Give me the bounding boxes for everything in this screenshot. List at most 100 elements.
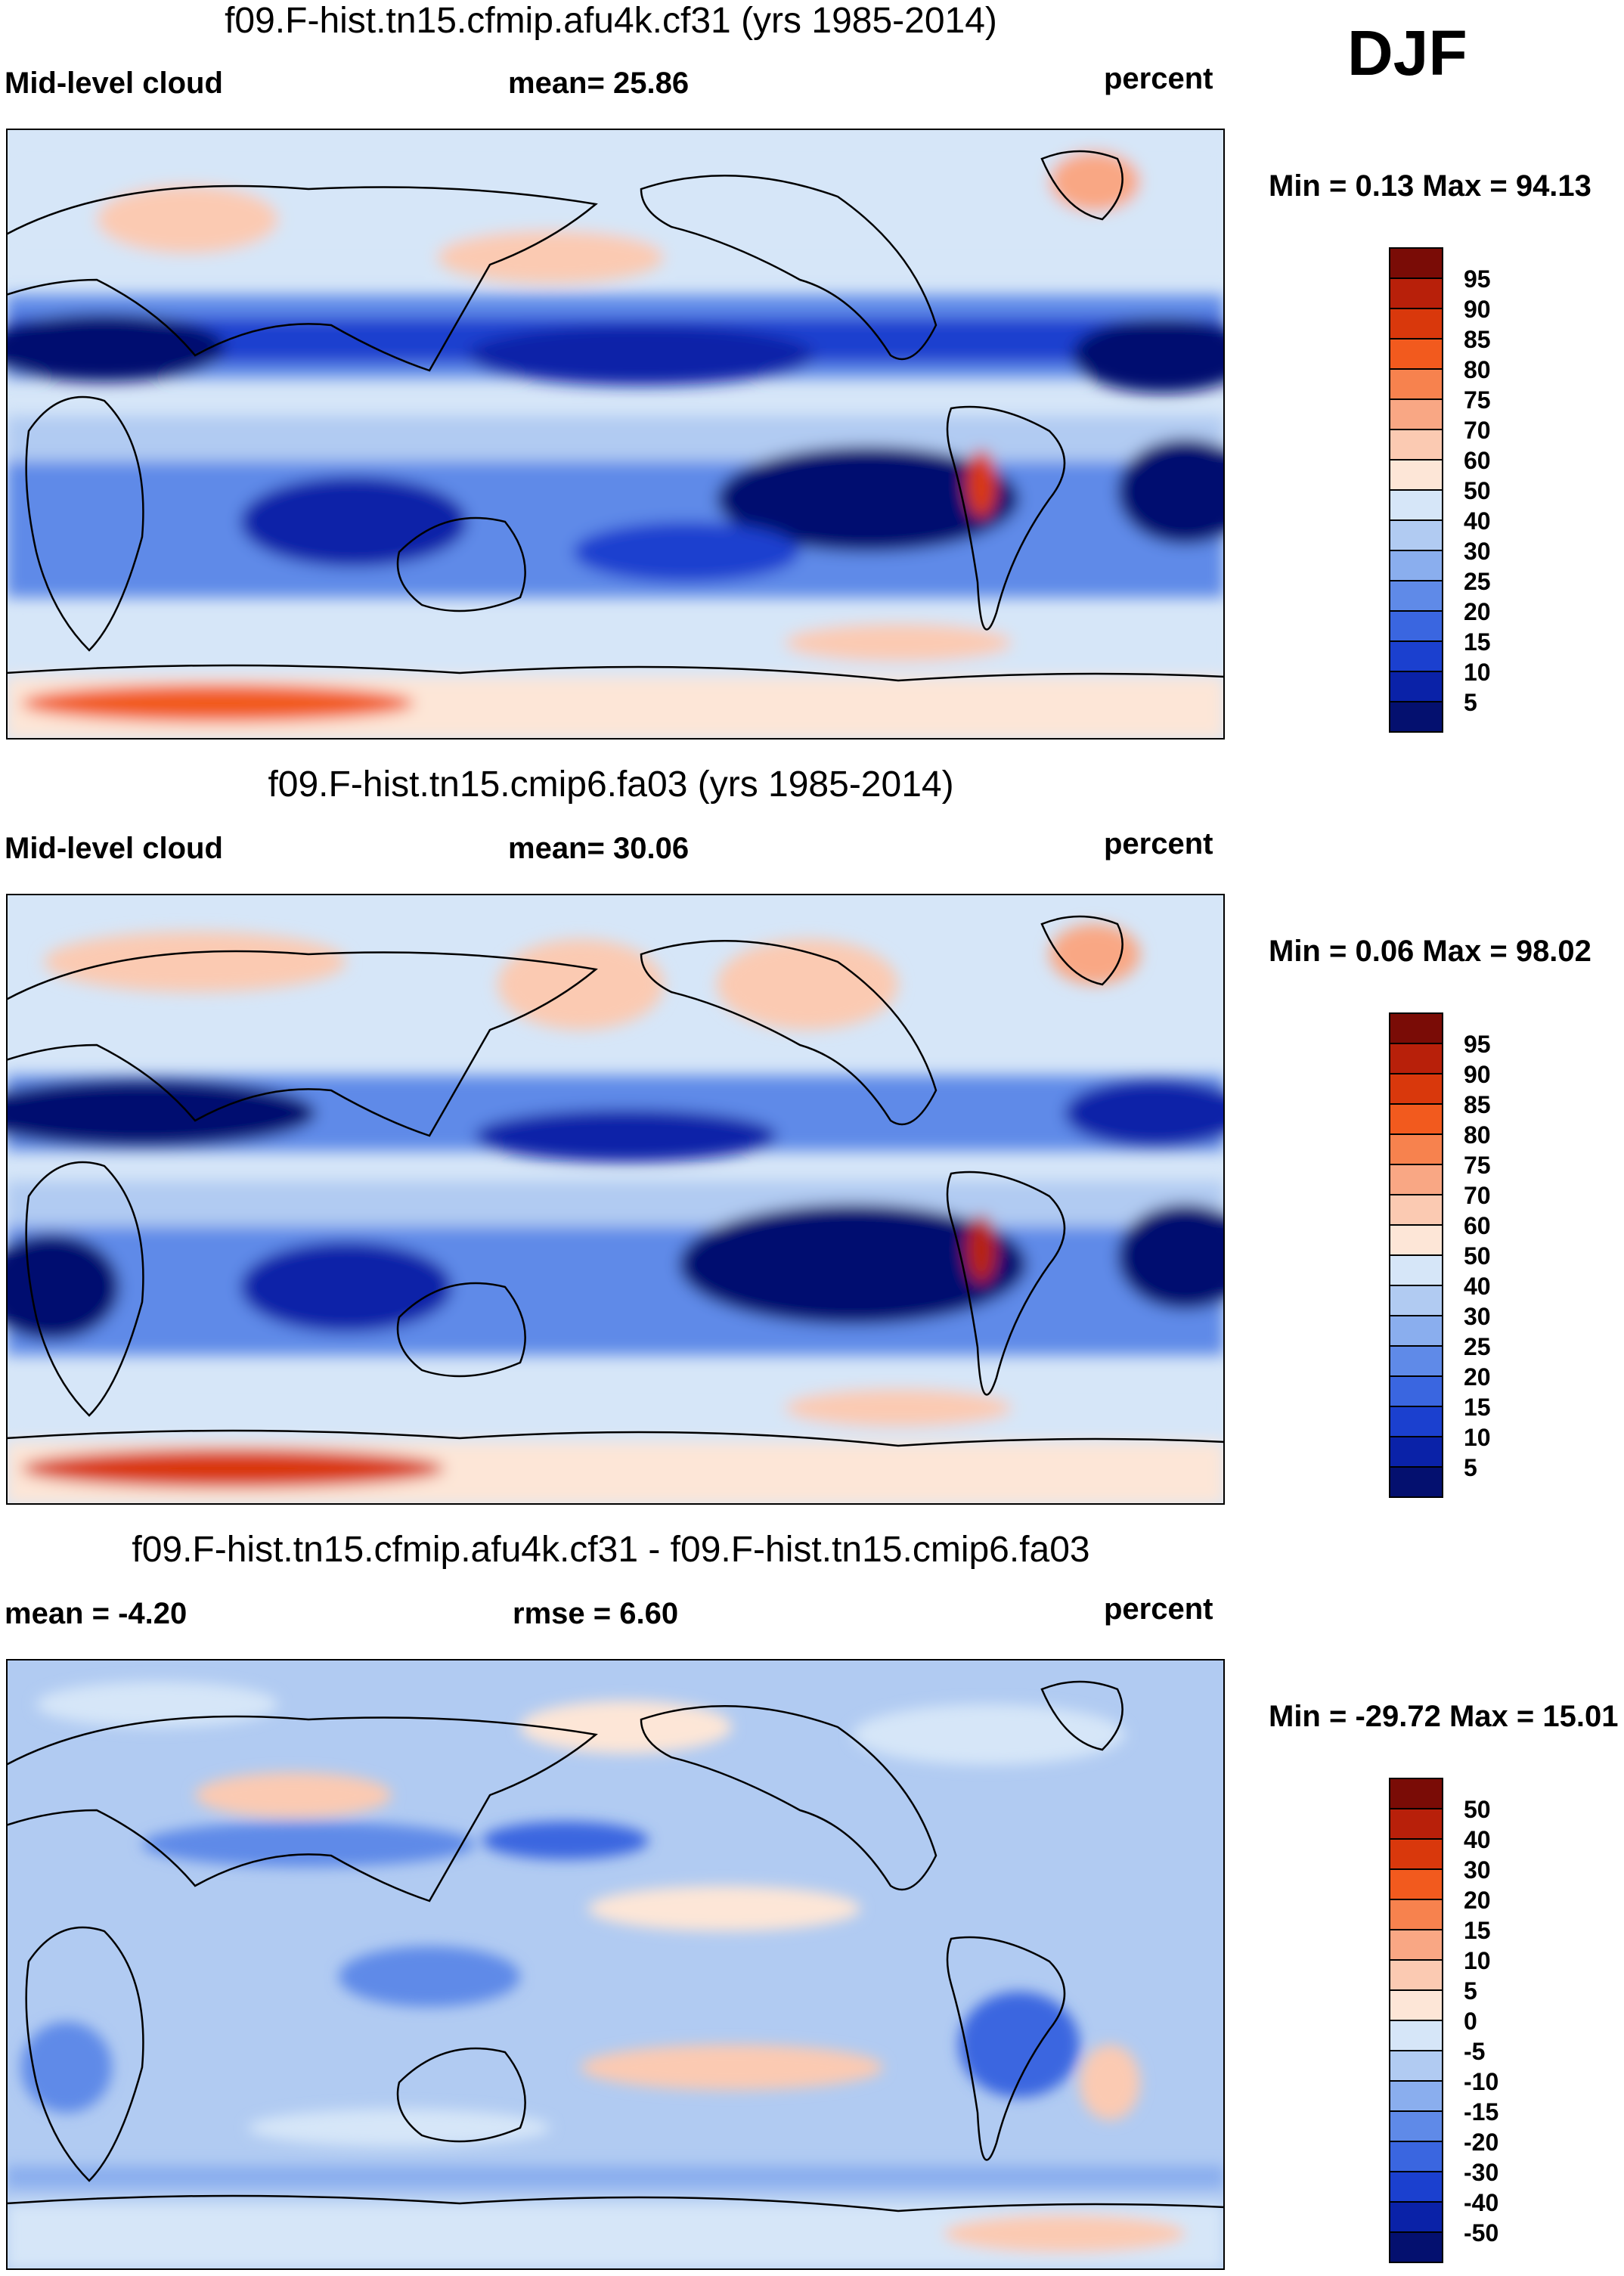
colorbar-1-label: 95 <box>1464 265 1491 293</box>
colorbar-1-swatch <box>1389 398 1443 430</box>
panel-1-coast-north-america <box>640 175 938 361</box>
colorbar-1-label: 20 <box>1464 598 1491 625</box>
colorbar-3-swatch <box>1389 1838 1443 1870</box>
colorbar-3-label: -5 <box>1464 2038 1485 2065</box>
colorbar-1-swatch <box>1389 489 1443 521</box>
panel-1-coast-australia <box>396 516 526 612</box>
colorbar-3-swatch <box>1389 1808 1443 1840</box>
colorbar-2-swatch <box>1389 1315 1443 1347</box>
colorbar-2-swatch <box>1389 1103 1443 1135</box>
colorbar-3-swatch <box>1389 1959 1443 1991</box>
colorbar-3-label: -10 <box>1464 2068 1498 2095</box>
panel-2-coastlines <box>6 915 1225 1447</box>
panel-3-field-siberia <box>195 1772 392 1818</box>
colorbar-3-swatch <box>1389 2110 1443 2142</box>
colorbar-3-label: 5 <box>1464 1977 1477 2005</box>
panel-3-frame <box>6 1659 1225 2270</box>
panel-3-coast-north-america <box>640 1705 938 1891</box>
panel-1-field-equator <box>6 416 1225 461</box>
panel-3-coastlines <box>6 1680 1225 2212</box>
panel-3-minmax: Min = -29.72 Max = 15.01 <box>1269 1700 1619 1733</box>
colorbar-2-label: 80 <box>1464 1121 1491 1149</box>
panel-2-field-indian <box>240 1242 452 1332</box>
colorbar-3-label: 15 <box>1464 1917 1491 1944</box>
colorbar-1-label: 15 <box>1464 628 1491 656</box>
panel-2-coast-north-america <box>640 940 938 1126</box>
panel-2-field-asia-north <box>44 932 346 992</box>
colorbar-3-label: -30 <box>1464 2159 1498 2186</box>
panel-2-frame <box>6 894 1225 1505</box>
panel-2-coast-greenland <box>1040 915 1123 986</box>
colorbar-3-swatch <box>1389 2231 1443 2263</box>
panel-1-minmax: Min = 0.13 Max = 94.13 <box>1269 169 1591 203</box>
panel-1-field-indian <box>240 476 467 567</box>
panel-2-field-north-america <box>717 939 898 1030</box>
panel-1-coast-africa <box>25 395 144 652</box>
colorbar-1-label: 80 <box>1464 356 1491 383</box>
colorbar-2-swatch <box>1389 1133 1443 1165</box>
panel-2-field-andes <box>966 1215 996 1283</box>
colorbar-3-swatch <box>1389 2050 1443 2082</box>
colorbar-2-swatch <box>1389 1012 1443 1044</box>
colorbar-3-label: 0 <box>1464 2008 1477 2035</box>
colorbar-3-label: 10 <box>1464 1947 1491 1974</box>
colorbar-3-swatch <box>1389 2020 1443 2051</box>
colorbar-1-swatch <box>1389 429 1443 460</box>
colorbar-1-label: 25 <box>1464 568 1491 595</box>
panel-3-coast-australia <box>396 2047 526 2143</box>
panel-1-units-label: percent <box>1104 62 1213 95</box>
panel-3-field-kuroshio <box>482 1822 649 1859</box>
panel-3-coast-greenland <box>1040 1680 1123 1751</box>
panel-2-field-s-atlantic <box>1117 1204 1225 1310</box>
panel-3-coast-africa <box>25 1926 144 2182</box>
colorbar-3-label: 40 <box>1464 1826 1491 1853</box>
panel-1-field-asia-north <box>97 185 278 253</box>
panel-1-field-se-pacific <box>717 446 1019 552</box>
panel-3-field-n-atlantic <box>853 1704 1125 1765</box>
colorbar-2-label: 85 <box>1464 1091 1491 1118</box>
panel-1-map <box>6 129 1225 740</box>
panel-1-field-drake <box>785 624 1012 662</box>
panel-3-coast-antarctica <box>6 2194 1225 2212</box>
colorbar-2-swatch <box>1389 1073 1443 1105</box>
colorbar-3-swatch <box>1389 1899 1443 1930</box>
panel-3-units-label: percent <box>1104 1592 1213 1626</box>
colorbar-1-swatch <box>1389 247 1443 279</box>
colorbar-2-label: 5 <box>1464 1454 1477 1481</box>
panel-3-field-asia-band <box>142 1822 475 1867</box>
panel-3-map <box>6 1659 1225 2270</box>
panel-1-field-southern-ocean <box>6 620 1225 673</box>
panel-1-coast-antarctica <box>6 664 1225 682</box>
colorbar-3-swatch <box>1389 2171 1443 2203</box>
panel-2-variable-label: Mid-level cloud <box>5 832 223 865</box>
colorbar-2-swatch <box>1389 1375 1443 1407</box>
colorbar-2-swatch <box>1389 1224 1443 1256</box>
panel-2-minmax: Min = 0.06 Max = 98.02 <box>1269 935 1591 968</box>
colorbar-3-swatch <box>1389 1778 1443 1809</box>
panel-1-field-andes <box>966 450 996 518</box>
panel-1-frame <box>6 129 1225 740</box>
panel-2-field-se-pacific <box>679 1204 1027 1325</box>
colorbar-1-swatch <box>1389 580 1443 612</box>
panel-3-rmse-label: rmse = 6.60 <box>513 1597 679 1630</box>
colorbar-1-label: 50 <box>1464 477 1491 504</box>
panel-2-colorbar: 95 90 85 80 75 70 60 50 40 30 25 20 15 10 5 <box>1389 1012 1491 1498</box>
colorbar-3-swatch <box>1389 1929 1443 1961</box>
panel-1-field-south-pacific <box>573 522 800 582</box>
panel-2-map <box>6 894 1225 1505</box>
colorbar-2-swatch <box>1389 1254 1443 1286</box>
colorbar-3-label: -15 <box>1464 2098 1498 2126</box>
panel-2-field-antarctic-max <box>21 1449 445 1488</box>
panel-1-variable-label: Mid-level cloud <box>5 67 223 100</box>
panel-2-field-drake <box>785 1389 1012 1427</box>
colorbar-1-label: 90 <box>1464 296 1491 323</box>
panel-3-field-s-indian <box>248 2109 550 2147</box>
colorbar-1-label: 75 <box>1464 386 1491 414</box>
panel-1-field-greenland <box>1049 151 1140 212</box>
panel-1-mean-label: mean= 25.86 <box>508 67 690 100</box>
colorbar-3-swatch <box>1389 2141 1443 2172</box>
colorbar-1-swatch <box>1389 640 1443 672</box>
panel-1-field-antarctic-max <box>21 684 414 722</box>
panel-2-field-sw-atlantic <box>6 1234 119 1340</box>
colorbar-3-label: 50 <box>1464 1796 1491 1823</box>
